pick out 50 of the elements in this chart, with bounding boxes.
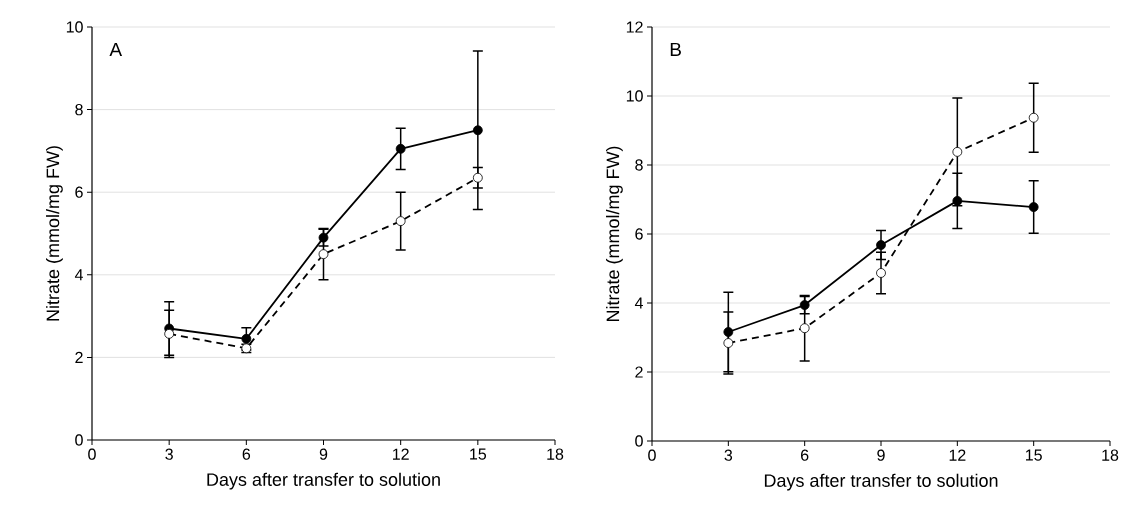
y-tick-label: 4 xyxy=(74,269,83,281)
y-tick-label: 2 xyxy=(635,366,643,378)
point xyxy=(799,323,810,334)
y-axis-title: Nitrate (mmol/mg FW) xyxy=(606,146,623,322)
x-tick-label: 12 xyxy=(393,448,409,460)
y-tick-label: 0 xyxy=(75,434,83,446)
point xyxy=(318,249,329,260)
x-tick-label: 12 xyxy=(949,449,966,461)
x-tick-label: 3 xyxy=(724,449,733,461)
x-tick-label: 0 xyxy=(648,449,656,461)
x-tick-label: 15 xyxy=(1026,449,1042,461)
y-tick-label: 0 xyxy=(635,435,643,447)
x-tick-label: 0 xyxy=(88,448,96,460)
point xyxy=(1028,112,1039,123)
x-axis-title: Days after transfer to solution xyxy=(764,473,998,491)
point xyxy=(472,125,483,136)
point xyxy=(395,216,406,227)
point xyxy=(799,300,810,310)
x-tick-label: 3 xyxy=(165,448,173,460)
y-tick-label: 4 xyxy=(634,297,643,309)
x-tick-label: 6 xyxy=(801,449,809,461)
point xyxy=(164,328,175,339)
point xyxy=(723,327,734,337)
y-tick-label: 6 xyxy=(75,186,83,198)
point xyxy=(241,333,252,344)
x-axis-title: Days after transfer to solution xyxy=(207,472,440,490)
y-tick-label: 10 xyxy=(626,90,643,102)
point xyxy=(952,146,963,157)
y-tick-label: 8 xyxy=(635,159,643,171)
y-axis-title: Nitrate (mmol/mg FW) xyxy=(46,146,63,321)
x-tick-label: 15 xyxy=(470,448,487,460)
x-tick-label: 6 xyxy=(242,448,251,460)
point xyxy=(1028,202,1039,212)
annotation: B xyxy=(670,42,681,57)
y-tick-label: 2 xyxy=(75,351,83,363)
point xyxy=(723,338,734,348)
point xyxy=(876,240,886,250)
y-tick-label: 8 xyxy=(75,103,83,116)
y-tick-label: 10 xyxy=(66,21,83,33)
x-tick-label: 18 xyxy=(1102,449,1119,461)
y-tick-label: 6 xyxy=(635,228,643,240)
x-tick-label: 9 xyxy=(319,448,328,460)
x-tick-label: 18 xyxy=(547,448,564,460)
point xyxy=(472,172,483,183)
x-tick-label: 9 xyxy=(877,449,885,461)
y-tick-label: 12 xyxy=(626,21,643,33)
annotation: A xyxy=(109,42,123,56)
point xyxy=(876,268,886,278)
point xyxy=(952,195,963,206)
point xyxy=(395,143,406,154)
